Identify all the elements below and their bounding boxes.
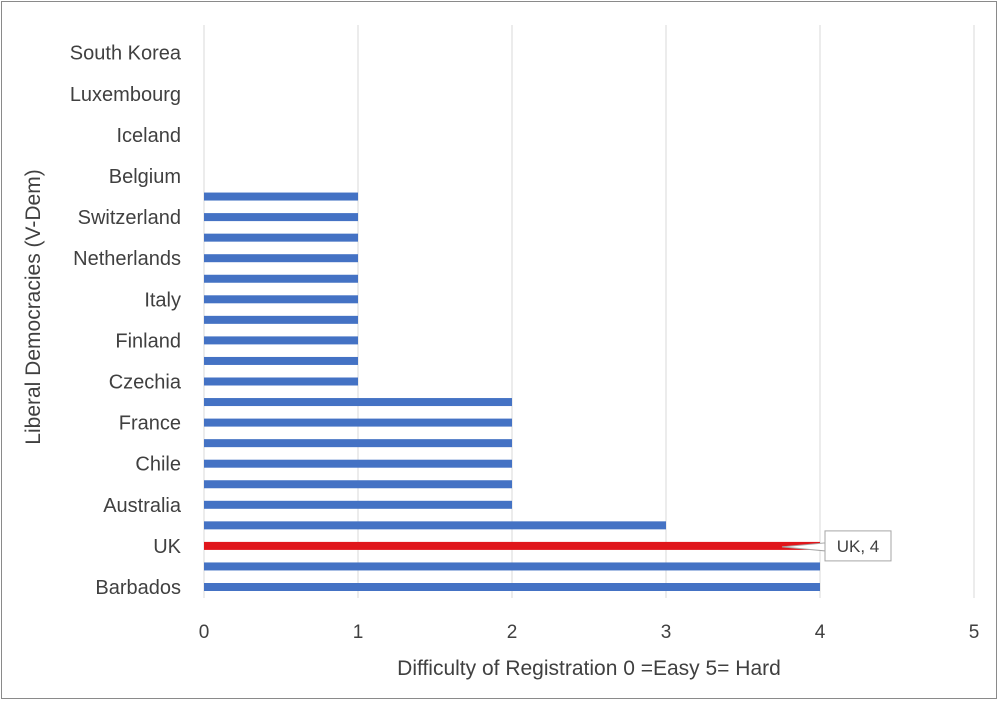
x-tick-label: 5 (969, 622, 980, 643)
category-label: Netherlands (73, 248, 181, 270)
bar (204, 377, 358, 386)
category-labels: Barbados UK Australia Chile France Czechia Fin… (70, 43, 182, 599)
category-label: Belgium (109, 166, 181, 188)
bar (204, 192, 358, 201)
bar (204, 583, 820, 591)
category-label: Iceland (117, 125, 182, 147)
bar (204, 480, 512, 489)
bar (204, 439, 512, 448)
x-tick-label: 1 (353, 622, 364, 643)
bar (204, 459, 512, 468)
bar (204, 500, 512, 509)
x-axis-title: Difficulty of Registration 0 =Easy 5= Ha… (397, 657, 781, 680)
y-axis-title: Liberal Democracies (V-Dem) (22, 169, 45, 444)
bar (204, 274, 358, 283)
category-label: Barbados (95, 577, 181, 599)
category-label: Switzerland (78, 207, 181, 229)
x-tick-label: 0 (199, 622, 210, 643)
category-label: Italy (144, 289, 181, 311)
bar (204, 336, 358, 345)
bar (204, 315, 358, 324)
bar (204, 418, 512, 427)
bar (204, 562, 820, 571)
category-label: Finland (115, 330, 181, 352)
category-label: Luxembourg (70, 84, 181, 106)
bar (204, 213, 358, 222)
bar (204, 254, 358, 263)
category-label: France (119, 413, 181, 435)
data-callout: UK, 4 (781, 530, 892, 562)
gridlines (203, 25, 975, 598)
bar (204, 521, 666, 530)
x-tick-label: 4 (815, 622, 826, 643)
x-tick-label: 2 (507, 622, 518, 643)
bar (204, 356, 358, 365)
callout-label: UK, 4 (837, 537, 880, 556)
bar (204, 398, 512, 407)
x-tick-labels: 0 1 2 3 4 5 (199, 622, 980, 643)
bars (204, 192, 820, 591)
category-label: Chile (135, 454, 181, 476)
category-label: UK (153, 536, 181, 558)
x-tick-label: 3 (661, 622, 672, 643)
callout-box (824, 530, 892, 562)
category-label: Czechia (109, 372, 182, 394)
category-label: South Korea (70, 43, 182, 65)
bar-highlight (204, 541, 820, 550)
category-label: Australia (103, 495, 182, 517)
bar (204, 233, 358, 242)
bar (204, 295, 358, 304)
